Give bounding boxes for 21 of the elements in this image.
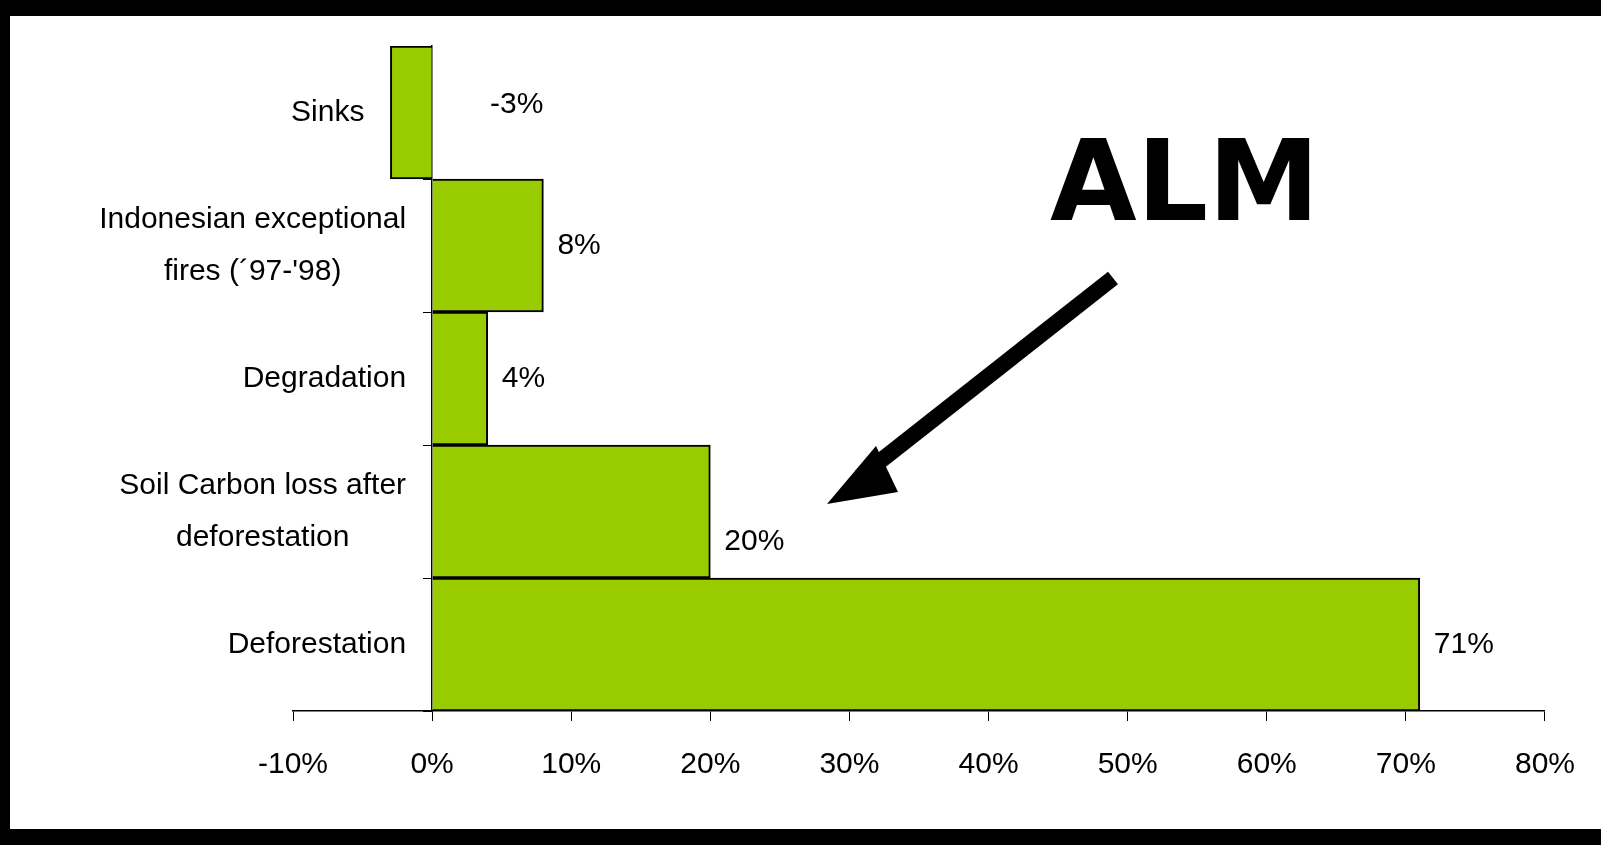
data-label: 20%: [724, 522, 785, 556]
data-label: 4%: [501, 359, 546, 393]
y-tick-label: Sinks: [291, 93, 365, 127]
x-tick-label: 30%: [819, 746, 880, 780]
data-label: -3%: [490, 85, 544, 119]
x-tick-label: 80%: [1514, 746, 1575, 780]
data-label: 71%: [1433, 625, 1494, 659]
annotation: ALM: [1050, 116, 1320, 246]
x-tick-label: -10%: [257, 746, 329, 780]
y-tick-label: Deforestation: [227, 625, 407, 659]
y-tick-label: Indonesian exceptional fires (´97-'98): [99, 200, 407, 286]
x-tick-label: 50%: [1097, 746, 1158, 780]
data-label: 8%: [557, 226, 601, 260]
y-tick-label: Soil Carbon loss after deforestation: [119, 466, 407, 552]
x-tick-label: 60%: [1236, 746, 1297, 780]
x-tick-label: 10%: [541, 746, 602, 780]
x-tick-label: 20%: [680, 746, 741, 780]
x-tick-label: 70%: [1375, 746, 1436, 780]
y-tick-label: Degradation: [242, 359, 407, 393]
x-tick-label: 40%: [958, 746, 1019, 780]
x-tick-label: 0%: [410, 746, 454, 780]
